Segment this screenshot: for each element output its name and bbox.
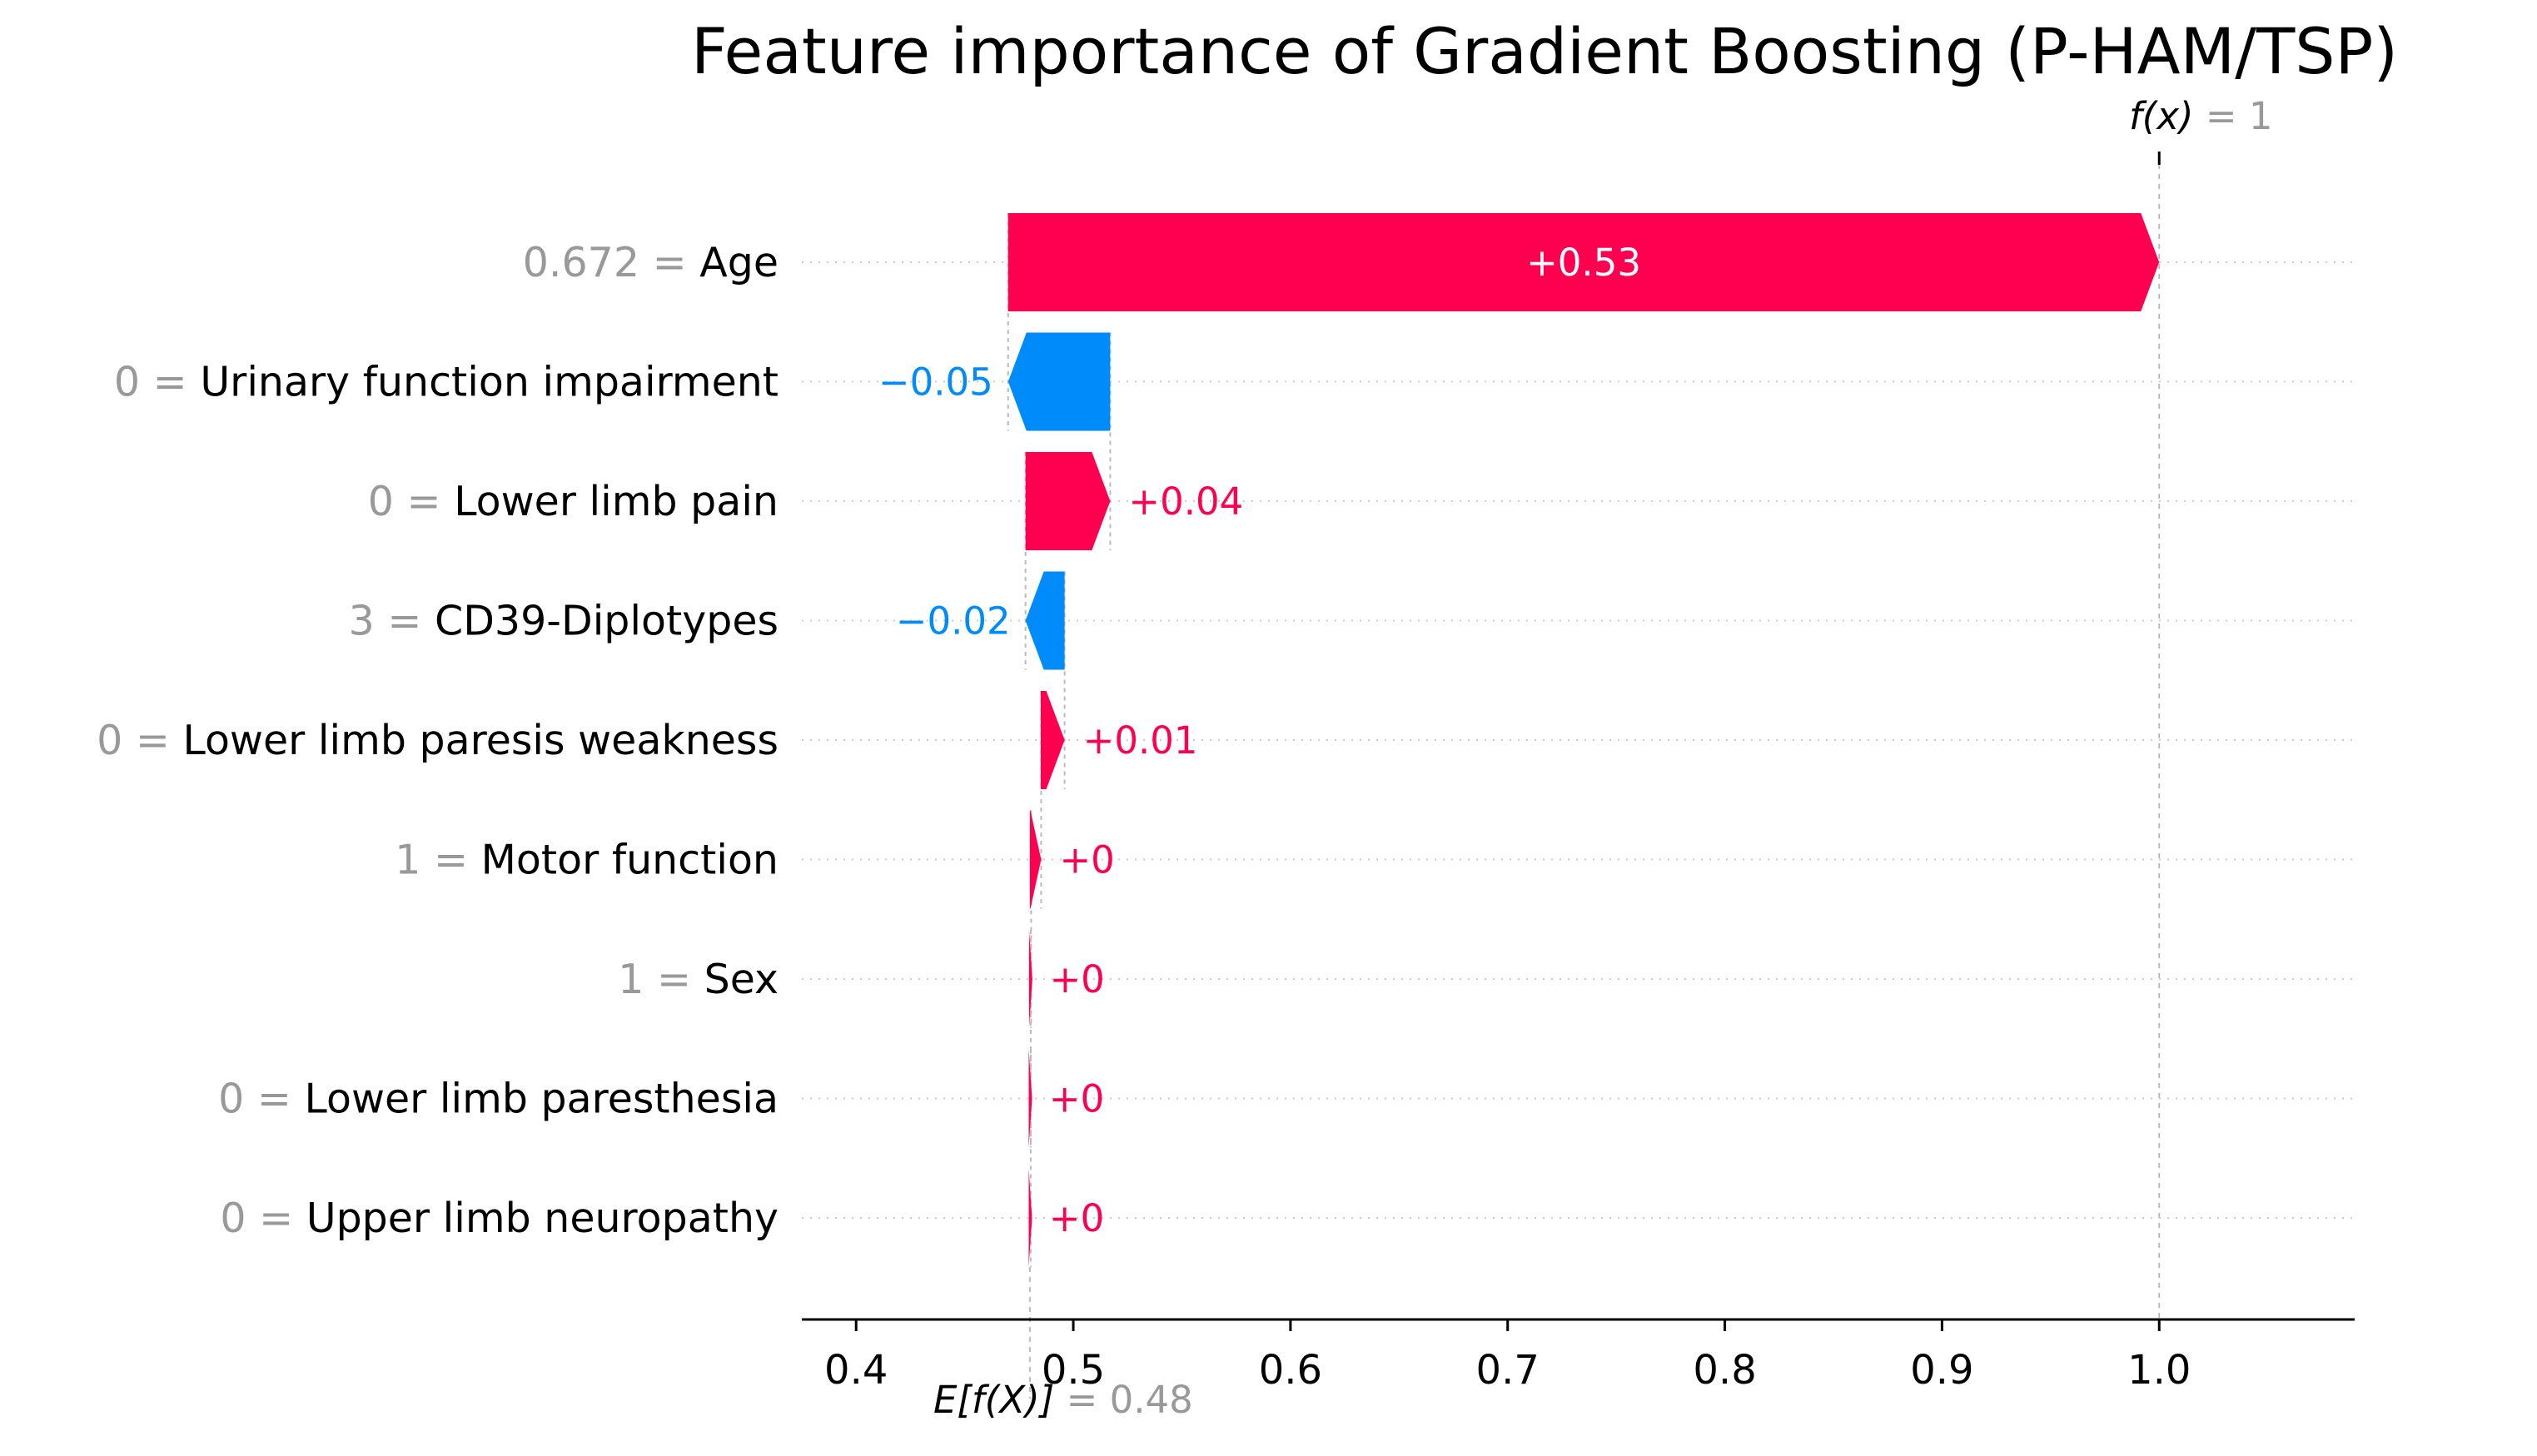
bar-upper-limb-neuropathy [1028,1169,1032,1267]
feature-value: 0 = [220,1195,306,1242]
feature-name: Motor function [481,837,779,884]
contribution-label: +0.53 [1526,241,1641,285]
feature-label: 3 = CD39-Diplotypes [349,598,779,645]
bar-sex [1028,930,1032,1028]
bar-lower-limb-pain [1025,452,1111,550]
feature-value: 1 = [395,837,480,884]
annotation-layer: f(x) = 1 E[f(X)] = 0.48 [933,94,2273,1422]
feature-value: 3 = [349,598,435,645]
base-label: E[f(X)] [933,1378,1067,1422]
contribution-label: +0.04 [1128,480,1243,524]
contribution-label: +0 [1049,1196,1104,1240]
feature-value: 0 = [218,1076,304,1123]
bar-urinary-function-impairment [1007,332,1111,431]
feature-value: 0 = [114,359,200,406]
feature-name: CD39-Diplotypes [435,598,779,645]
x-tick-label: 0.5 [1042,1347,1105,1394]
feature-label: 1 = Sex [618,956,779,1003]
output-label: f(x) [2129,94,2206,138]
feature-value: 0 = [97,717,182,764]
feature-name: Lower limb paresthesia [305,1076,779,1123]
feature-label: 0 = Lower limb pain [368,478,779,525]
feature-value: 0.672 = [523,239,700,286]
contribution-label: −0.02 [896,599,1011,644]
bar-lower-limb-paresis-weakness [1040,691,1065,789]
guide-layer [1007,152,2161,1399]
feature-value: 1 = [618,956,704,1003]
feature-name: Sex [704,956,779,1003]
feature-label: 1 = Motor function [395,837,779,884]
output-value-text: = 1 [2206,94,2273,138]
feature-name: Lower limb paresis weakness [183,717,779,764]
bar-cd39-diplotypes [1025,571,1065,670]
base-value-annotation: E[f(X)] = 0.48 [933,1378,1193,1422]
bar-motor-function [1029,810,1042,909]
x-tick-label: 0.9 [1910,1347,1973,1394]
feature-label: 0 = Upper limb neuropathy [220,1195,779,1242]
contribution-label: −0.05 [878,360,993,405]
bar-lower-limb-paresthesia [1028,1049,1032,1148]
feature-label: 0 = Lower limb paresthesia [218,1076,779,1123]
x-axis: 0.4 0.5 0.6 0.7 0.8 0.9 1.0 [802,1318,2355,1394]
base-value-text: = 0.48 [1067,1378,1193,1422]
bar-layer [1007,213,2160,1267]
feature-label: 0 = Lower limb paresis weakness [97,717,779,764]
x-tick-label: 0.4 [824,1347,888,1394]
feature-label: 0 = Urinary function impairment [114,359,779,406]
feature-name: Lower limb pain [454,478,779,525]
bar-age [1007,213,2160,311]
feature-name: Age [699,239,779,286]
contribution-label: +0 [1049,1077,1104,1121]
feature-name: Upper limb neuropathy [306,1195,779,1242]
x-tick-label: 0.6 [1259,1347,1322,1394]
feature-value: 0 = [368,478,454,525]
chart-title: Feature importance of Gradient Boosting … [691,14,2398,88]
label-layer: +0.53 −0.05 +0.04 −0.02 +0.01 +0 +0 +0 +0 0.672 =… [97,239,1641,1242]
output-value-annotation: f(x) = 1 [2129,94,2273,138]
contribution-label: +0 [1059,838,1114,882]
x-tick-label: 0.7 [1476,1347,1540,1394]
x-tick-label: 1.0 [2127,1347,2191,1394]
feature-label: 0.672 = Age [523,239,779,286]
contribution-label: +0.01 [1083,718,1198,763]
x-tick-label: 0.8 [1693,1347,1756,1394]
feature-name: Urinary function impairment [200,359,779,406]
contribution-label: +0 [1049,957,1104,1001]
